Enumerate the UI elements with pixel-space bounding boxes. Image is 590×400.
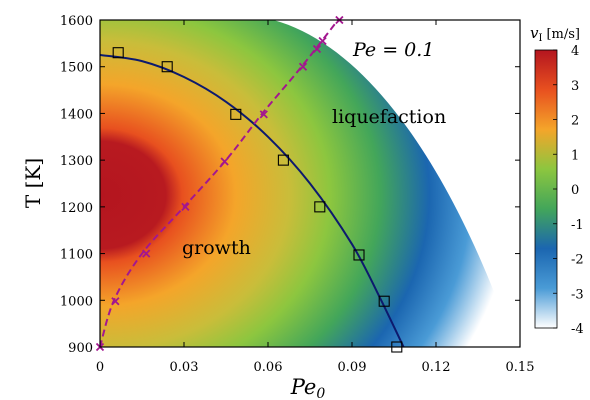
square-marker-1	[161, 61, 173, 73]
square-marker-5	[353, 249, 365, 261]
x-tick-label-5: 0.15	[506, 360, 535, 375]
region-label-growth: growth	[182, 237, 251, 259]
cross-marker-1	[111, 297, 120, 306]
y-tick-label-2: 1100	[60, 248, 93, 263]
colorbar-tick-label-2: 2	[571, 114, 579, 129]
y-axis: 900 1000 1100 1200 1300 1400 1500 1600	[60, 14, 520, 356]
y-tick-label-3: 1200	[60, 201, 93, 216]
colorbar-ticks: 4 3 2 1 0 -1 -2 -3 -4	[553, 44, 584, 337]
x-tick-label-0: 0	[96, 360, 104, 375]
square-marker-4	[314, 201, 326, 213]
markers-layer	[95, 15, 403, 353]
x-tick-label-3: 0.09	[338, 360, 367, 375]
cross-marker-3	[181, 202, 190, 211]
y-tick-label-7: 1600	[60, 14, 93, 29]
colorbar: vI [m/s] 4 3 2 1 0 -1 -2 -3 -4	[530, 24, 584, 337]
cross-marker-6	[298, 62, 308, 71]
y-tick-label-0: 900	[68, 341, 93, 356]
curves-layer	[100, 20, 405, 347]
colorbar-tick-label-1: 3	[571, 79, 579, 94]
y-tick-label-5: 1400	[60, 107, 93, 122]
peclet-annotation: Pe = 0.1	[352, 39, 434, 61]
colorbar-tick-label-4: 0	[571, 183, 579, 198]
colorbar-title: vI [m/s]	[530, 24, 580, 44]
x-axis: 0 0.03 0.06 0.09 0.12 0.15	[96, 20, 535, 375]
cross-marker-4	[220, 157, 229, 166]
x-tick-label-2: 0.06	[254, 360, 283, 375]
colorbar-tick-label-8: -4	[571, 322, 584, 337]
cross-marker-5	[259, 110, 268, 119]
velocity-field	[100, 20, 515, 347]
square-marker-2	[230, 108, 242, 120]
y-tick-label-1: 1000	[60, 294, 93, 309]
y-axis-label: T [K]	[21, 158, 45, 208]
colorbar-tick-label-5: -1	[571, 218, 584, 233]
plot-frame	[99, 19, 521, 348]
plot-area	[95, 15, 521, 353]
boundary-curve	[100, 54, 405, 347]
square-marker-0	[112, 47, 124, 59]
colorbar-tick-label-7: -3	[571, 287, 584, 302]
x-axis-label: Pe0	[290, 375, 326, 400]
y-tick-label-4: 1300	[60, 154, 93, 169]
square-marker-6	[378, 295, 390, 307]
colorbar-tick-label-6: -2	[571, 253, 584, 268]
dashed-curve	[100, 20, 339, 347]
cross-marker-8	[318, 36, 327, 46]
cross-marker-7	[312, 44, 322, 54]
y-tick-label-6: 1500	[60, 61, 93, 76]
x-tick-label-4: 0.12	[422, 360, 451, 375]
square-marker-3	[277, 154, 289, 166]
region-label-liquefaction: liquefaction	[332, 106, 446, 128]
cross-marker-2	[142, 249, 151, 258]
colorbar-tick-label-0: 4	[571, 44, 579, 59]
colorbar-tick-label-3: 1	[571, 148, 579, 163]
x-tick-label-1: 0.03	[170, 360, 199, 375]
